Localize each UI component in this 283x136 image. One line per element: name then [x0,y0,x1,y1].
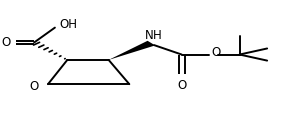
Text: O: O [177,79,186,92]
Text: O: O [29,80,38,93]
Text: H: H [153,29,162,42]
Polygon shape [109,41,155,60]
Text: N: N [145,29,153,42]
Text: OH: OH [59,18,77,31]
Text: O: O [211,46,221,59]
Text: O: O [1,36,11,49]
